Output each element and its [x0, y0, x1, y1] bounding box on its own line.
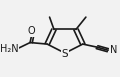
Text: N: N: [110, 45, 117, 55]
Text: O: O: [27, 26, 35, 36]
Text: H₂N: H₂N: [0, 45, 18, 54]
Text: S: S: [62, 49, 68, 59]
